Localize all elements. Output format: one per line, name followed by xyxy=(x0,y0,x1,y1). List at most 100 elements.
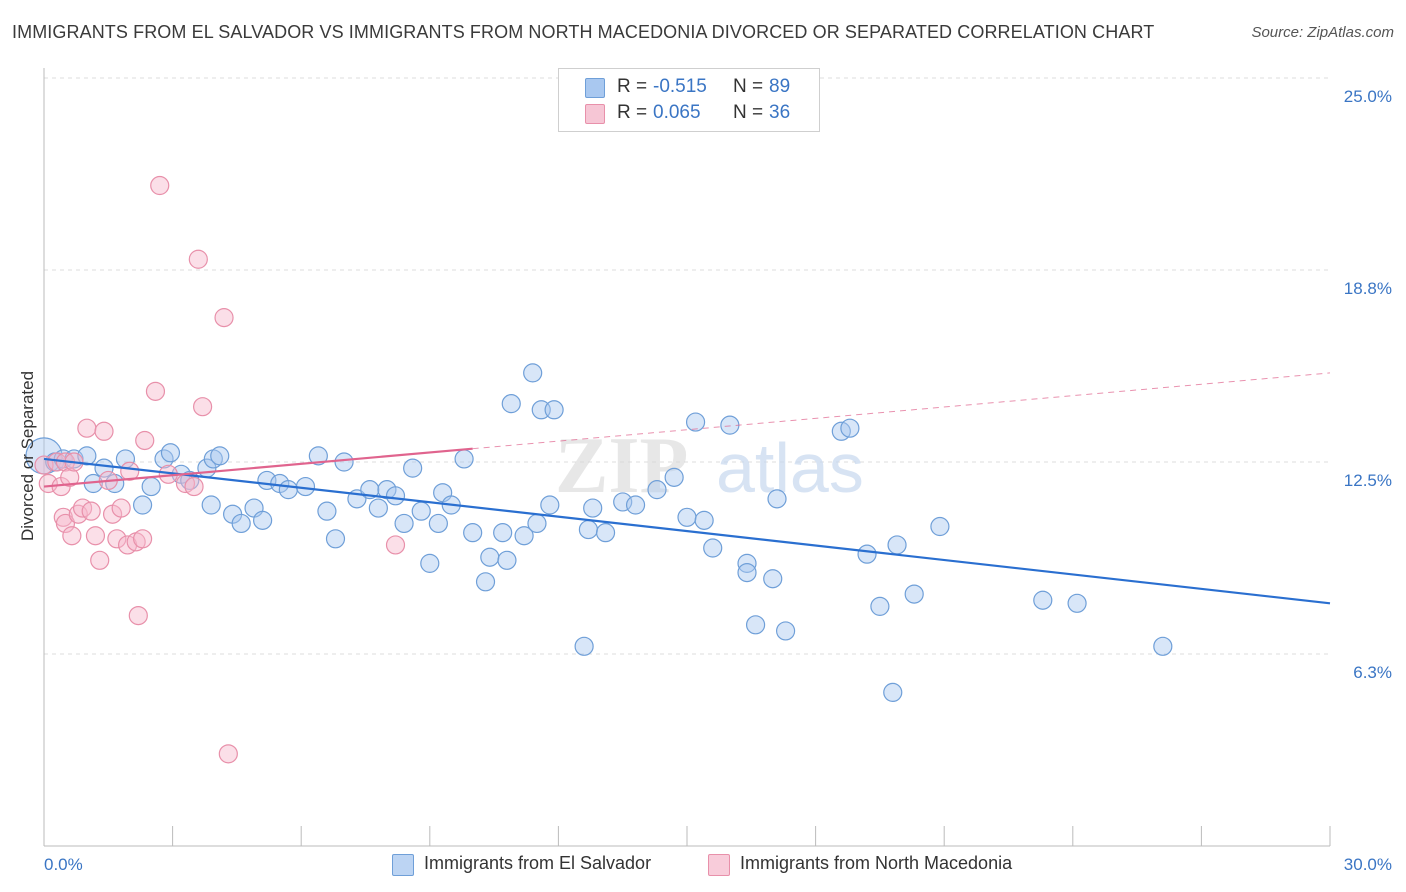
el-salvador-point xyxy=(763,569,783,589)
el-salvador-point xyxy=(775,621,796,641)
el-salvador-point xyxy=(141,476,161,497)
el-salvador-point xyxy=(887,535,907,555)
el-salvador-point xyxy=(317,501,337,521)
r-label: R = xyxy=(617,76,648,97)
north-macedonia-point xyxy=(111,498,131,518)
north-macedonia-point xyxy=(94,421,114,441)
y-axis-label: Divorced or Separated xyxy=(18,370,37,542)
el-salvador-point xyxy=(278,480,298,500)
el-salvador-point xyxy=(428,513,448,534)
el-salvador-point xyxy=(544,400,564,420)
source-label: Source: ZipAtlas.com xyxy=(1251,24,1394,41)
el-salvador-point xyxy=(231,513,251,534)
el-salvador-point xyxy=(1033,590,1053,610)
el-salvador-point xyxy=(463,523,483,543)
el-salvador-point xyxy=(583,498,603,518)
north-macedonia-point xyxy=(107,529,127,549)
watermark-atlas: atlas xyxy=(716,429,864,507)
el-salvador-point xyxy=(685,412,706,432)
el-salvador-point xyxy=(253,510,273,530)
el-salvador-point xyxy=(493,523,513,543)
y-tick-label: 18.8% xyxy=(1344,279,1392,298)
el-salvador-point xyxy=(527,513,547,534)
north-macedonia-point xyxy=(90,550,110,570)
n-label: N = xyxy=(733,102,764,123)
north-macedonia-trendline-projection xyxy=(472,372,1331,450)
north-macedonia-point xyxy=(81,501,101,521)
el-salvador-point xyxy=(647,480,667,500)
north-macedonia-point xyxy=(132,529,153,549)
el-salvador-point xyxy=(540,495,560,515)
el-salvador-point xyxy=(501,394,521,414)
north-macedonia-point xyxy=(60,467,80,487)
correlation-legend: R = -0.515 N = 89 R = 0.065 N = 36 xyxy=(558,68,820,132)
legend-label: Immigrants from North Macedonia xyxy=(740,853,1013,873)
el-salvador-trendline xyxy=(43,457,1331,605)
el-salvador-point xyxy=(132,495,153,515)
el-salvador-point xyxy=(514,526,534,546)
el-salvador-point xyxy=(210,446,230,466)
el-salvador-point xyxy=(368,498,388,518)
chart-title: IMMIGRANTS FROM EL SALVADOR VS IMMIGRANT… xyxy=(12,22,1155,42)
y-tick-label: 6.3% xyxy=(1353,663,1392,682)
north-macedonia-point xyxy=(214,308,234,328)
legend-swatch-blue xyxy=(392,854,414,876)
el-salvador-point xyxy=(411,501,431,521)
north-macedonia-point xyxy=(188,249,208,269)
north-macedonia-point xyxy=(128,605,148,626)
north-macedonia-point xyxy=(145,381,166,401)
north-macedonia-point xyxy=(120,461,140,481)
el-salvador-point xyxy=(840,418,860,438)
el-salvador-point xyxy=(454,449,474,469)
north-macedonia-point xyxy=(85,526,106,546)
el-salvador-point xyxy=(870,596,890,616)
el-salvador-point xyxy=(523,363,543,383)
watermark-zip: ZIP xyxy=(555,422,688,510)
north-macedonia-point xyxy=(77,418,97,438)
el-salvador-point xyxy=(677,507,697,527)
y-tick-label: 12.5% xyxy=(1344,471,1392,490)
x-tick-label: 0.0% xyxy=(44,855,83,874)
r-label: R = xyxy=(617,102,648,123)
north-macedonia-point xyxy=(184,476,204,497)
r-value: 0.065 xyxy=(653,102,701,123)
north-macedonia-point xyxy=(385,535,406,555)
legend-label: Immigrants from El Salvador xyxy=(424,853,652,873)
legend-swatch-pink xyxy=(585,104,605,124)
legend-swatch-blue xyxy=(585,78,605,98)
north-macedonia-point xyxy=(150,175,170,196)
el-salvador-point xyxy=(201,495,221,515)
el-salvador-point xyxy=(497,550,517,570)
el-salvador-point xyxy=(930,516,950,537)
el-salvador-point xyxy=(595,523,616,543)
el-salvador-point xyxy=(385,486,406,506)
el-salvador-point xyxy=(308,446,328,466)
x-tick-label: 30.0% xyxy=(1344,855,1392,874)
el-salvador-point xyxy=(94,458,114,478)
r-value: -0.515 xyxy=(653,76,707,97)
el-salvador-point xyxy=(625,495,646,515)
el-salvador-point xyxy=(904,584,924,604)
n-label: N = xyxy=(733,76,764,97)
n-value: 89 xyxy=(769,76,791,97)
el-salvador-point xyxy=(703,538,723,558)
el-salvador-point xyxy=(1067,593,1087,613)
el-salvador-point xyxy=(857,544,877,564)
el-salvador-point xyxy=(403,458,423,478)
el-salvador-point xyxy=(694,510,714,530)
el-salvador-point xyxy=(737,562,757,583)
north-macedonia-point xyxy=(135,430,155,451)
el-salvador-point xyxy=(664,467,684,487)
el-salvador-point xyxy=(325,529,346,549)
north-macedonia-trendline xyxy=(43,447,473,488)
el-salvador-point xyxy=(475,572,496,592)
north-macedonia-point xyxy=(218,744,238,764)
n-value: 36 xyxy=(769,102,791,123)
el-salvador-point xyxy=(160,443,181,463)
el-salvador-point xyxy=(767,489,787,509)
el-salvador-point xyxy=(394,513,414,534)
north-macedonia-point xyxy=(62,526,82,546)
legend-swatch-pink xyxy=(708,854,730,876)
el-salvador-point xyxy=(420,553,440,573)
